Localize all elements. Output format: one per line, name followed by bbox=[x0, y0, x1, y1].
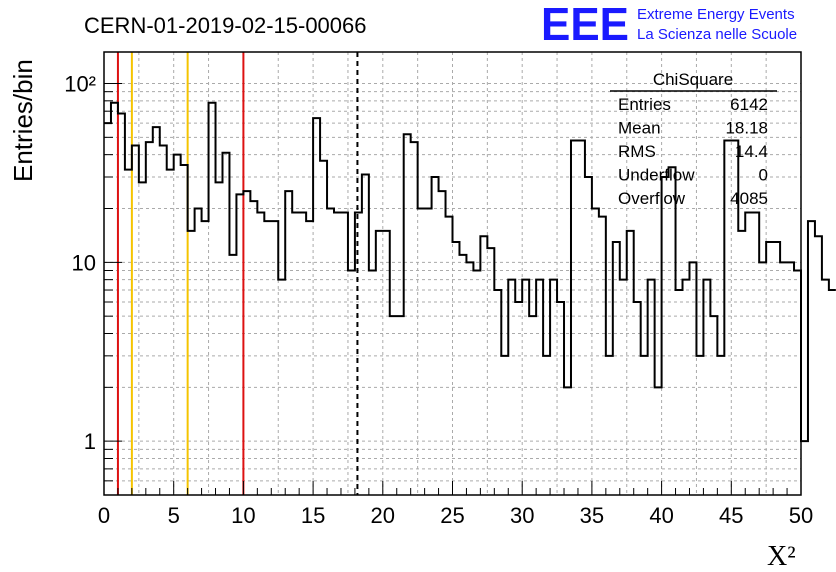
x-tick-label: 20 bbox=[371, 503, 395, 528]
grid-lines bbox=[104, 52, 801, 495]
marker-lines bbox=[116, 52, 359, 495]
x-tick-label: 5 bbox=[168, 503, 180, 528]
stats-row-value: 6142 bbox=[730, 95, 768, 114]
stats-row-label: RMS bbox=[618, 142, 656, 161]
x-axis-label: X² bbox=[767, 541, 796, 572]
y-axis: 1 10 10² bbox=[64, 71, 122, 496]
stats-row-value: 14.4 bbox=[735, 142, 768, 161]
chart-title: CERN-01-2019-02-15-00066 bbox=[84, 13, 367, 38]
x-axis: 0 5 10 15 20 25 30 35 40 45 50 bbox=[98, 481, 813, 528]
stats-row-label: Underflow bbox=[618, 166, 695, 185]
y-tick-label: 1 bbox=[84, 429, 96, 454]
x-tick-label: 30 bbox=[510, 503, 534, 528]
stats-title: ChiSquare bbox=[653, 70, 733, 89]
y-tick-label: 10 bbox=[72, 250, 96, 275]
x-tick-label: 25 bbox=[440, 503, 464, 528]
eee-logo: EEE Extreme Energy Events La Scienza nel… bbox=[541, 0, 797, 50]
logo-line2: La Scienza nelle Scuole bbox=[637, 26, 797, 43]
x-tick-label: 35 bbox=[580, 503, 604, 528]
stats-row-label: Mean bbox=[618, 119, 661, 138]
logo-mark: EEE bbox=[541, 0, 629, 50]
x-tick-label: 15 bbox=[301, 503, 325, 528]
stats-row-value: 4085 bbox=[730, 189, 768, 208]
x-tick-label: 50 bbox=[789, 503, 813, 528]
x-tick-label: 45 bbox=[719, 503, 743, 528]
stats-box: ChiSquare Entries 6142 Mean 18.18 RMS 14.4 Unde… bbox=[610, 70, 777, 208]
x-tick-label: 40 bbox=[649, 503, 673, 528]
logo-line1: Extreme Energy Events bbox=[637, 6, 795, 23]
y-axis-label: Entries/bin bbox=[8, 59, 38, 182]
x-tick-label: 0 bbox=[98, 503, 110, 528]
x-tick-label: 10 bbox=[231, 503, 255, 528]
stats-row-value: 0 bbox=[759, 166, 768, 185]
stats-row-label: Entries bbox=[618, 95, 671, 114]
histogram-outline bbox=[104, 101, 836, 443]
stats-row-label: Overflow bbox=[618, 189, 686, 208]
y-tick-label: 10² bbox=[64, 71, 96, 96]
stats-row-value: 18.18 bbox=[725, 119, 768, 138]
